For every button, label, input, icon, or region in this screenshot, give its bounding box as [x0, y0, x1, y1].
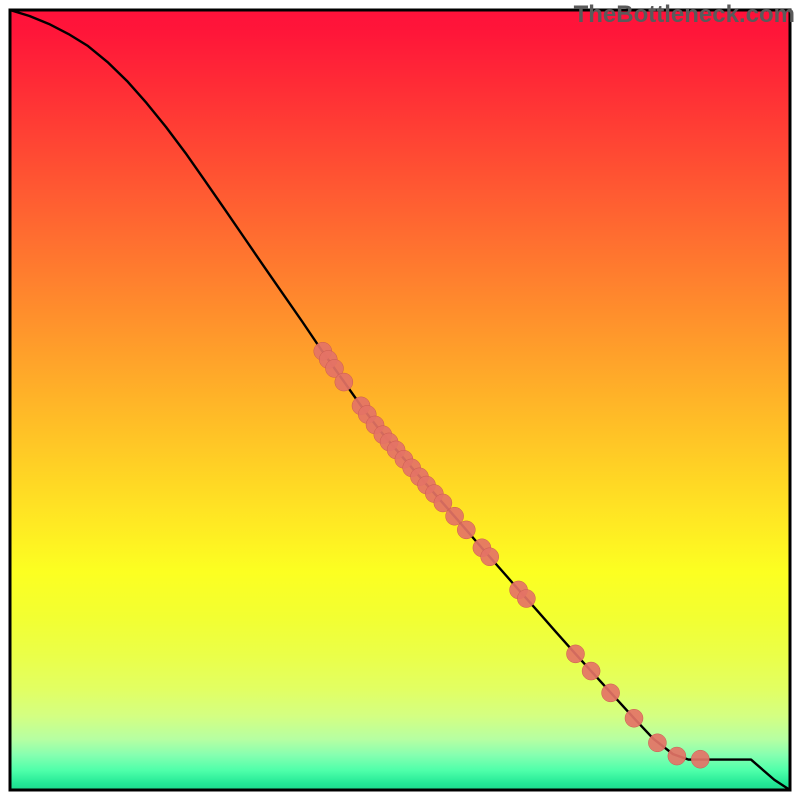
data-marker — [335, 373, 353, 391]
gradient-background — [10, 10, 790, 790]
watermark-text: TheBottleneck.com — [574, 1, 795, 28]
bottleneck-chart: TheBottleneck.com — [0, 0, 800, 800]
data-marker — [457, 521, 475, 539]
data-marker — [517, 590, 535, 608]
data-marker — [691, 750, 709, 768]
data-marker — [582, 662, 600, 680]
data-marker — [625, 709, 643, 727]
data-marker — [481, 548, 499, 566]
data-marker — [567, 645, 585, 663]
data-marker — [648, 734, 666, 752]
data-marker — [668, 747, 686, 765]
data-marker — [602, 684, 620, 702]
